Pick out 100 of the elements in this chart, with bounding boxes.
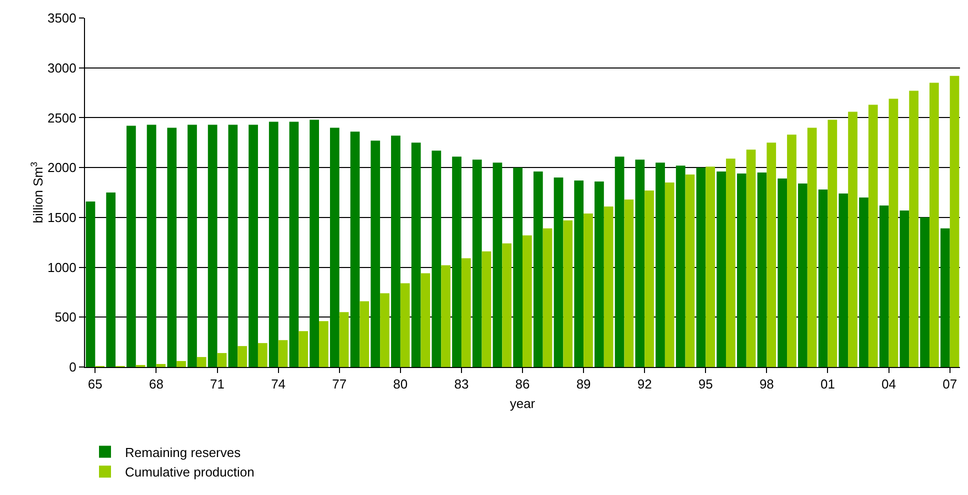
bar (624, 199, 634, 367)
bar (188, 124, 197, 367)
bar (900, 210, 910, 367)
bar (350, 132, 360, 367)
bar (319, 321, 328, 367)
bar (879, 205, 889, 367)
bar (644, 190, 654, 367)
bar (228, 124, 238, 367)
bar (614, 156, 624, 367)
x-tick-label: 92 (637, 376, 652, 392)
x-tick-label: 77 (332, 376, 347, 392)
bar (513, 168, 522, 367)
bar (330, 128, 340, 367)
x-tick-label: 07 (942, 376, 958, 392)
x-tick-label: 04 (882, 376, 896, 392)
bar (278, 340, 288, 367)
bar (594, 182, 604, 367)
x-tick-label: 68 (148, 376, 164, 392)
y-tick-label: 1000 (47, 260, 76, 275)
bar (706, 166, 715, 367)
bar (828, 120, 838, 367)
bar (868, 104, 878, 367)
bar (736, 174, 746, 367)
bar (716, 172, 726, 367)
bar (798, 184, 808, 367)
bar (217, 353, 227, 367)
bar (502, 243, 512, 367)
bar (298, 331, 308, 367)
bar (848, 112, 858, 367)
bar (920, 217, 930, 367)
bar (664, 182, 674, 367)
y-tick-label: 2000 (47, 160, 76, 176)
x-tick-label: 95 (698, 376, 713, 392)
bar (400, 283, 410, 367)
bar (167, 128, 177, 367)
bar (248, 124, 258, 367)
bar (685, 174, 695, 367)
bar (420, 273, 430, 367)
bar (258, 343, 268, 367)
bar (472, 160, 482, 367)
x-tick-label: 98 (759, 376, 774, 392)
bar (656, 162, 665, 367)
bar (370, 140, 380, 367)
bar (909, 90, 918, 367)
bar (676, 166, 686, 367)
bar (584, 213, 593, 367)
bar (310, 120, 320, 367)
bar (452, 156, 462, 367)
bar (176, 361, 186, 367)
bar (787, 134, 796, 367)
y-tick-label: 3000 (47, 60, 76, 76)
x-tick-label: 74 (271, 376, 286, 392)
y-tick-label: 3500 (47, 10, 76, 26)
bar (441, 265, 450, 367)
bar (146, 124, 156, 367)
bar (156, 364, 166, 367)
bar (818, 190, 828, 367)
bar (859, 197, 868, 367)
x-tick-label: 65 (88, 376, 102, 392)
x-tick-label: 80 (393, 376, 408, 392)
bar (360, 301, 370, 367)
bar (268, 122, 278, 367)
x-tick-label: 83 (454, 376, 469, 392)
y-tick-label: 2500 (47, 110, 76, 126)
bar (106, 192, 116, 367)
bar (757, 172, 767, 367)
legend-label: Remaining reserves (125, 444, 242, 460)
x-tick-label: 71 (210, 376, 225, 392)
bar (542, 228, 552, 367)
bar (950, 76, 960, 367)
bar (339, 312, 349, 367)
bar (635, 160, 645, 367)
bar (492, 162, 502, 367)
bar (411, 142, 421, 367)
bar (888, 98, 898, 367)
bar (533, 172, 543, 367)
x-tick-label: 01 (820, 376, 835, 392)
bar (696, 168, 706, 367)
y-tick-label: 0 (69, 360, 76, 375)
bar (604, 206, 614, 367)
bar (126, 126, 136, 367)
bar (778, 178, 788, 367)
bar (196, 357, 206, 367)
bar (940, 228, 950, 367)
bar (574, 180, 584, 367)
bar (289, 122, 299, 367)
bar (380, 293, 390, 367)
legend-label: Cumulative production (125, 464, 254, 480)
bar (746, 150, 756, 367)
x-axis-title: year (510, 396, 536, 412)
bar (522, 235, 532, 367)
bar (726, 158, 736, 367)
y-tick-label: 1500 (47, 210, 76, 225)
bar (238, 346, 247, 367)
bar (482, 251, 492, 367)
bar (86, 201, 96, 367)
bar (208, 124, 218, 367)
bar (432, 150, 442, 367)
bar (554, 178, 564, 367)
bar (929, 82, 939, 367)
